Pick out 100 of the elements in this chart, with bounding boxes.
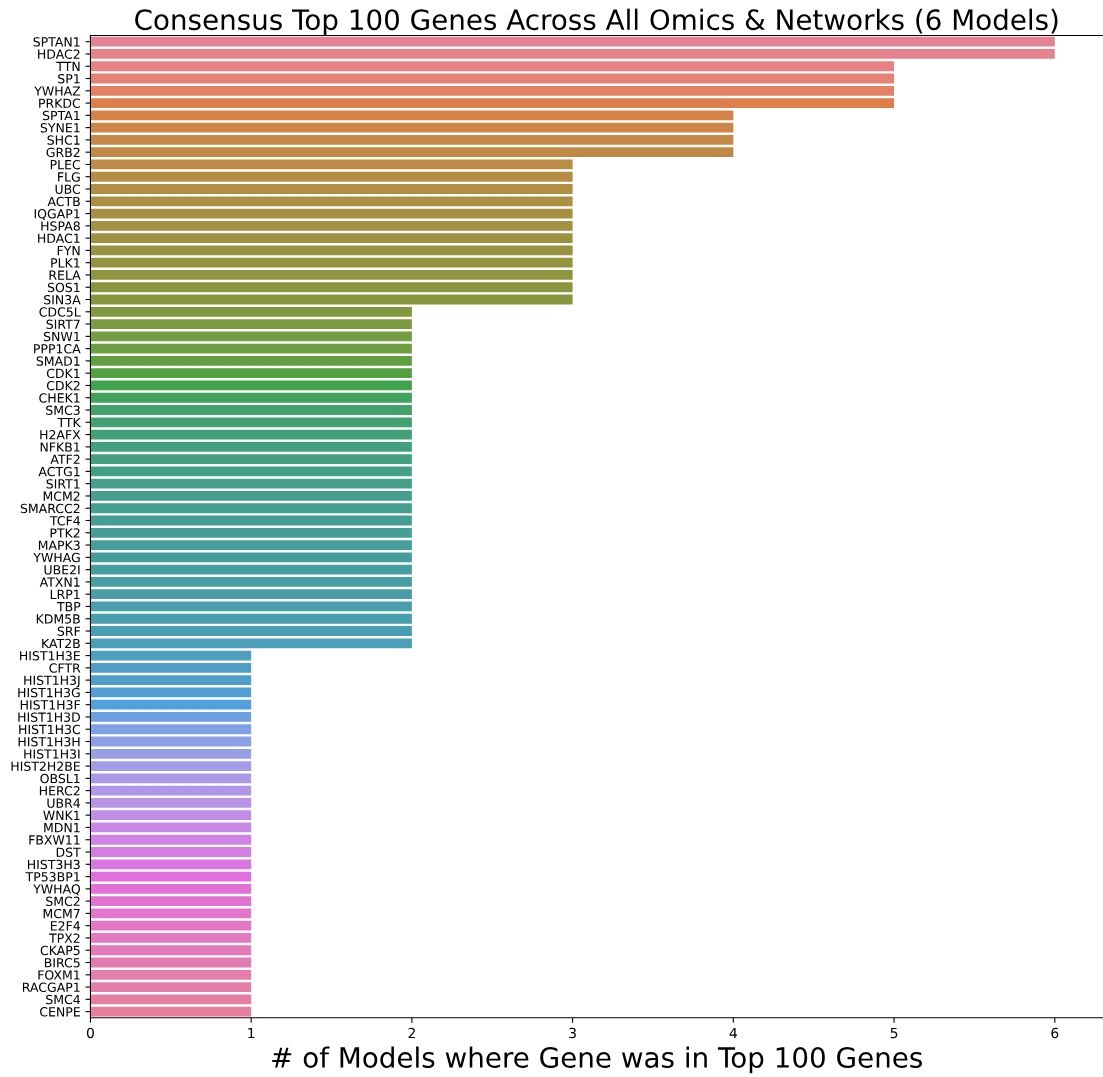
- bar: [90, 98, 895, 108]
- y-tick-label: HIST2H2BE: [11, 761, 80, 771]
- y-tick-label: SNW1: [43, 331, 80, 342]
- bar: [90, 73, 895, 84]
- bar: [90, 257, 573, 268]
- bar: [90, 122, 734, 133]
- bar: [90, 368, 412, 379]
- bar: [90, 417, 412, 428]
- y-tick-label: IQGAP1: [34, 209, 80, 220]
- y-tick-label: DST: [56, 847, 81, 857]
- bar: [90, 491, 412, 501]
- y-tick-label: ATXN1: [39, 577, 80, 587]
- y-tick-label: LRP1: [50, 589, 80, 599]
- y-tick-label: HDAC2: [38, 49, 80, 59]
- bar: [90, 712, 252, 722]
- y-tick-label: TTK: [57, 417, 81, 428]
- x-tick-label: 1: [248, 1027, 255, 1039]
- bar: [90, 748, 252, 759]
- y-tick-label: NFKB1: [40, 442, 80, 452]
- bar: [90, 85, 895, 96]
- y-tick-label: SMC2: [46, 896, 80, 907]
- y-tick-label: YWHAG: [33, 552, 80, 563]
- bar: [90, 49, 1055, 59]
- x-tick-label: 6: [1051, 1027, 1059, 1039]
- bar: [90, 883, 252, 894]
- y-tick-label: HDAC1: [38, 233, 80, 244]
- bar: [90, 441, 412, 452]
- y-tick-label: SIRT7: [46, 319, 80, 329]
- y-tick-label: HIST1H3I: [24, 749, 80, 759]
- bar: [90, 171, 573, 182]
- y-tick-label: SMC4: [46, 994, 81, 1005]
- bar: [90, 392, 412, 403]
- bar: [90, 294, 573, 305]
- y-tick-label: HIST1H3E: [20, 651, 80, 661]
- bar: [90, 736, 252, 747]
- bar: [90, 871, 252, 882]
- y-tick-label: HSPA8: [41, 221, 80, 231]
- bar: [90, 380, 412, 391]
- y-tick-label: HIST1H3H: [18, 736, 80, 747]
- y-tick-label: MDN1: [44, 823, 80, 833]
- x-tick-label: 5: [890, 1027, 898, 1039]
- y-tick-label: PLEC: [50, 159, 81, 170]
- bar: [90, 797, 252, 808]
- x-tick-label: 0: [86, 1027, 94, 1039]
- y-tick-label: PPP1CA: [34, 344, 81, 354]
- y-tick-label: HIST1H3C: [19, 724, 81, 735]
- y-tick-label: CHEK1: [39, 393, 80, 403]
- y-tick-label: RACGAP1: [22, 982, 80, 992]
- y-tick-label: UBC: [55, 184, 81, 194]
- y-tick-label: ATF2: [50, 454, 80, 464]
- y-tick-label: TCF4: [49, 515, 81, 526]
- bar: [90, 343, 412, 354]
- bar: [90, 785, 252, 796]
- bar: [90, 761, 252, 771]
- x-axis-title: # of Models where Gene was in Top 100 Genes: [272, 1046, 922, 1074]
- y-tick-label: CFTR: [49, 663, 81, 673]
- y-tick-label: CDK2: [46, 380, 80, 391]
- bar: [90, 982, 252, 992]
- y-tick-label: SP1: [58, 73, 80, 84]
- y-tick-label: TPX2: [49, 933, 80, 943]
- y-tick-label: TP53BP1: [25, 872, 80, 882]
- bar: [90, 847, 252, 857]
- bar: [90, 834, 252, 845]
- y-tick-label: SYNE1: [40, 123, 80, 133]
- y-tick-label: SRF: [57, 626, 80, 636]
- bar: [90, 331, 412, 342]
- bar: [90, 896, 252, 907]
- bar: [90, 613, 412, 624]
- bar: [90, 638, 412, 649]
- y-tick-label: SIN3A: [44, 294, 81, 305]
- y-tick-label: OBSL1: [40, 773, 80, 784]
- y-tick-label: FLG: [58, 172, 80, 182]
- bar: [90, 196, 573, 207]
- y-tick-label: SMC3: [46, 405, 80, 415]
- bar: [90, 626, 412, 636]
- y-tick-label: HIST1H3F: [20, 700, 80, 710]
- bar: [90, 134, 734, 145]
- bar: [90, 220, 573, 231]
- bar: [90, 515, 412, 526]
- y-tick-label: KDM5B: [36, 614, 80, 624]
- bar: [90, 306, 412, 317]
- y-tick-label: PTK2: [50, 528, 80, 538]
- y-tick-label: SHC1: [47, 135, 80, 145]
- x-tick-label: 4: [729, 1027, 737, 1039]
- bar: [90, 405, 412, 415]
- bar: [90, 208, 573, 219]
- bar: [90, 233, 573, 244]
- x-tick-label: 2: [408, 1027, 415, 1039]
- bar: [90, 908, 252, 919]
- bar: [90, 969, 252, 980]
- y-tick-label: SOS1: [47, 282, 80, 293]
- bar: [90, 589, 412, 600]
- bar: [90, 110, 734, 121]
- bar: [90, 773, 252, 784]
- bar: [90, 61, 895, 72]
- y-tick-label: HIST3H3: [27, 859, 80, 870]
- y-tick-label: SMARCC2: [20, 503, 80, 514]
- bar: [90, 564, 412, 575]
- y-tick-label: UBE2I: [44, 565, 80, 575]
- y-tick-label: PRKDC: [39, 98, 81, 108]
